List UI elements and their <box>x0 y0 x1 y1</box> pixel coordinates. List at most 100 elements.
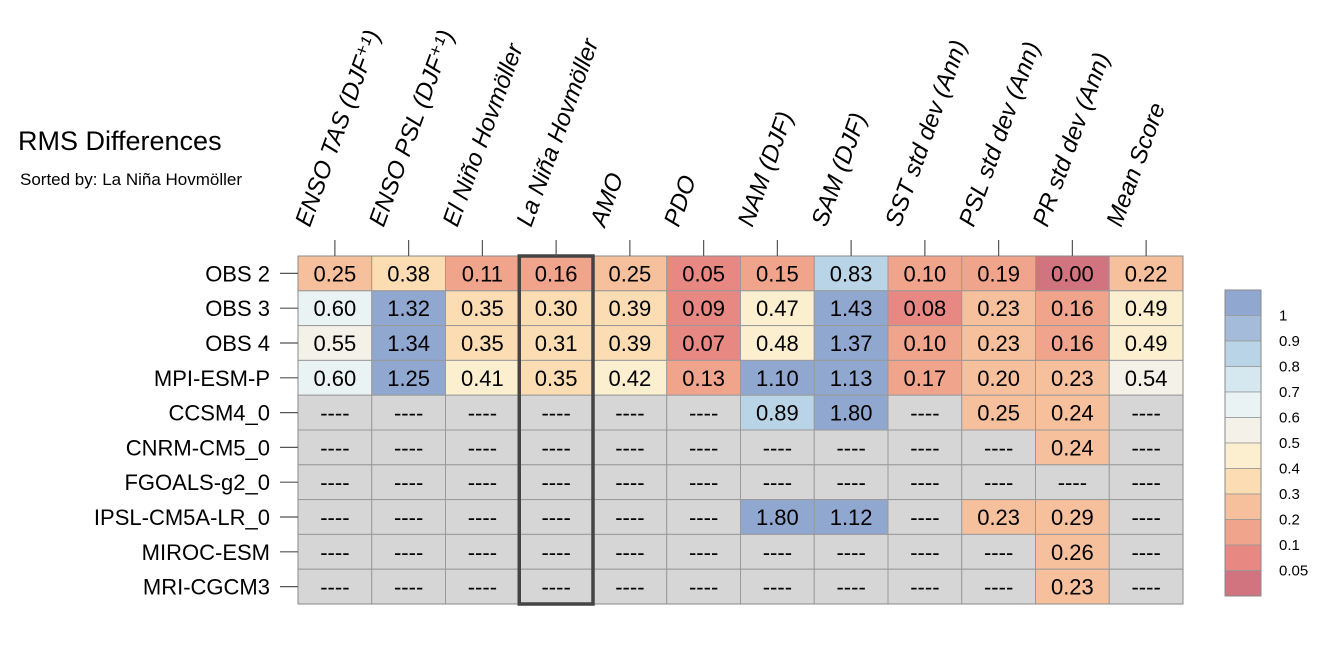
heatmap-border <box>297 255 1184 605</box>
cell-value-label: ---- <box>1058 470 1087 495</box>
colorbar-label: 0.6 <box>1279 410 1300 427</box>
cell-value-label: 1.34 <box>387 331 430 356</box>
heatmap-cell <box>813 533 889 570</box>
colorbar-label: 0.1 <box>1279 537 1300 554</box>
heatmap-cell <box>297 359 373 396</box>
colorbar-swatch <box>1224 417 1262 444</box>
column-label: PSL std dev (Ann) <box>954 38 1046 230</box>
cell-value-label: 0.49 <box>1125 331 1168 356</box>
column-label: La Niña Hovmöller <box>511 34 604 230</box>
heatmap-cell <box>371 429 446 466</box>
heatmap-cell <box>961 568 1036 605</box>
heatmap-cell <box>1035 290 1110 327</box>
heatmap-cell <box>371 499 446 535</box>
cell-value-label: ---- <box>615 401 644 426</box>
heatmap-cell <box>1035 325 1110 361</box>
cell-value-label: 0.30 <box>535 296 578 321</box>
column-label: PR std dev (Ann) <box>1028 49 1116 230</box>
cell-value-label: 0.83 <box>830 261 873 286</box>
cell-value-label: 0.10 <box>903 331 946 356</box>
row-label: IPSL-CM5A-LR_0 <box>94 505 270 530</box>
cell-value-label: ---- <box>1131 470 1160 495</box>
heatmap-cell <box>887 429 963 466</box>
cell-value-label: ---- <box>763 540 792 565</box>
cell-value-label: 1.13 <box>830 366 873 391</box>
heatmap-cell <box>445 325 520 361</box>
cell-value-label: 0.41 <box>461 366 504 391</box>
heatmap-cell <box>445 394 520 431</box>
cell-value-label: ---- <box>1131 540 1160 565</box>
heatmap-cell <box>887 255 963 292</box>
heatmap-cell <box>740 255 815 292</box>
cell-value-label: ---- <box>320 470 349 495</box>
cell-value-label: ---- <box>1131 401 1160 426</box>
cell-value-label: 0.35 <box>461 331 504 356</box>
heatmap-cell <box>1108 429 1184 466</box>
colorbar-label: 0.7 <box>1279 384 1300 401</box>
cell-value-label: 0.31 <box>535 331 578 356</box>
cell-value-label: ---- <box>910 470 939 495</box>
heatmap-cell <box>961 325 1036 361</box>
cell-value-label: 0.23 <box>1051 575 1094 600</box>
cell-value-label: 0.23 <box>977 296 1020 321</box>
cell-value-label: ---- <box>689 401 718 426</box>
cell-value-label: ---- <box>468 540 497 565</box>
heatmap-cell <box>887 568 963 605</box>
heatmap-cell <box>666 394 741 431</box>
cell-value-label: 0.17 <box>903 366 946 391</box>
column-label: Mean Score <box>1101 99 1171 230</box>
cell-value-label: 0.35 <box>461 296 504 321</box>
chart-subtitle: Sorted by: La Niña Hovmöller <box>20 170 243 189</box>
column-label: NAM (DJF) <box>733 108 799 230</box>
cell-value-label: 0.25 <box>608 261 651 286</box>
row-label: CNRM-CM5_0 <box>126 435 270 460</box>
cell-value-label: ---- <box>468 505 497 530</box>
heatmap-cell <box>297 255 373 292</box>
cell-value-label: ---- <box>910 575 939 600</box>
cell-value-label: ---- <box>836 435 865 460</box>
cell-value-label: ---- <box>541 540 570 565</box>
heatmap-cell <box>813 568 889 605</box>
colorbar-label: 0.3 <box>1279 486 1300 503</box>
cell-value-label: 0.60 <box>313 366 356 391</box>
row-label: OBS 4 <box>205 331 270 356</box>
cell-value-label: ---- <box>910 435 939 460</box>
colorbar-label: 0.9 <box>1279 333 1300 350</box>
cell-value-label: ---- <box>763 575 792 600</box>
cell-value-label: ---- <box>541 470 570 495</box>
cell-value-label: 0.20 <box>977 366 1020 391</box>
cell-value-label: 0.22 <box>1125 261 1168 286</box>
cell-value-label: ---- <box>910 505 939 530</box>
colorbar-swatch <box>1224 289 1262 316</box>
heatmap-cell <box>297 533 373 570</box>
colorbar-swatch <box>1224 391 1262 418</box>
heatmap-cell <box>518 464 594 501</box>
colorbar-label: 0.8 <box>1279 359 1300 376</box>
heatmap-cell <box>887 325 963 361</box>
cell-value-label: ---- <box>394 401 423 426</box>
cell-value-label: 0.24 <box>1051 435 1094 460</box>
heatmap-cell <box>961 499 1036 535</box>
row-label: OBS 2 <box>205 261 270 286</box>
cell-value-label: ---- <box>320 575 349 600</box>
cell-value-label: ---- <box>763 470 792 495</box>
heatmap-cell <box>1108 359 1184 396</box>
heatmap-cell <box>813 429 889 466</box>
cell-value-label: ---- <box>1131 505 1160 530</box>
heatmap-cell <box>961 290 1036 327</box>
cell-value-label: ---- <box>984 540 1013 565</box>
heatmap-cell <box>592 290 668 327</box>
colorbar-swatch <box>1224 519 1262 546</box>
heatmap-cell <box>371 533 446 570</box>
cell-value-label: ---- <box>541 401 570 426</box>
cell-value-label: 1.12 <box>830 505 873 530</box>
row-label: FGOALS-g2_0 <box>124 470 270 495</box>
colorbar-border <box>1224 289 1262 597</box>
heatmap-cell <box>371 325 446 361</box>
cell-value-label: 0.39 <box>608 296 651 321</box>
colorbar-label: 0.05 <box>1279 563 1308 580</box>
heatmap-cell <box>961 533 1036 570</box>
heatmap-cell <box>1108 568 1184 605</box>
cell-value-label: 0.54 <box>1125 366 1168 391</box>
cell-value-label: ---- <box>394 575 423 600</box>
